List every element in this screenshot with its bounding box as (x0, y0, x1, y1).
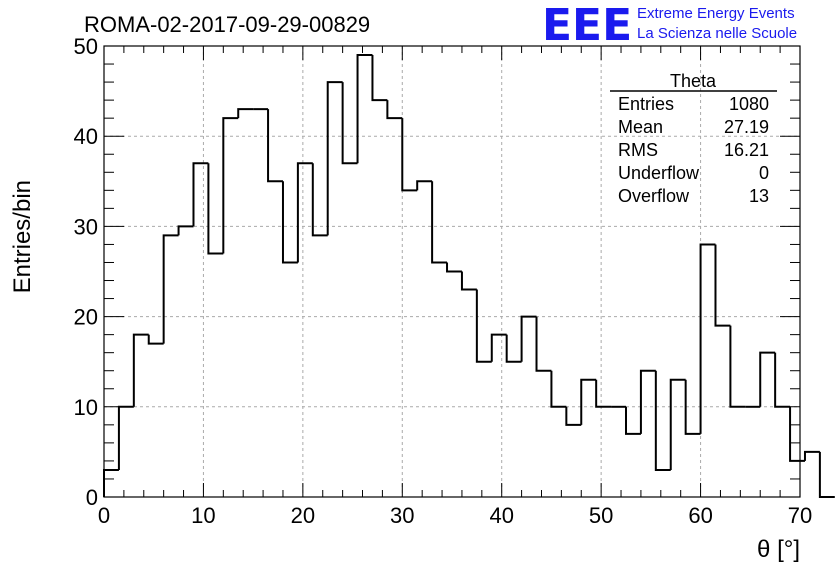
grid-lines (104, 46, 800, 497)
x-tick-label: 60 (688, 503, 712, 528)
stats-box: Theta Entries 1080 Mean 27.19 RMS 16.21 Underf… (610, 71, 777, 206)
stats-label: Mean (618, 117, 663, 137)
histogram-bin (431, 181, 448, 264)
histogram-bin (296, 162, 313, 263)
x-tick-label: 0 (98, 503, 110, 528)
histogram-bin (565, 406, 582, 426)
y-tick-label: 20 (74, 305, 98, 330)
histogram-bin (580, 378, 597, 425)
stats-value: 27.19 (724, 117, 769, 137)
y-axis-label: Entries/bin (9, 180, 36, 293)
histogram-bin (669, 378, 686, 470)
histogram-bin (490, 333, 507, 362)
histogram-bin (803, 450, 820, 461)
histogram-bin (595, 379, 612, 408)
stats-label: Overflow (618, 186, 690, 206)
stats-label: Underflow (618, 163, 700, 183)
histogram-bin (267, 109, 283, 183)
stats-rows: Entries 1080 Mean 27.19 RMS 16.21 Underflow 0 Ov… (618, 94, 769, 206)
histogram-bin (550, 370, 567, 408)
x-axis-label: θ [°] (757, 536, 800, 563)
histogram-bin (311, 163, 328, 237)
stats-value: 0 (759, 163, 769, 183)
x-tick-label: 70 (788, 503, 812, 528)
histogram-bin (177, 225, 194, 236)
histogram-bin (132, 333, 149, 407)
histogram-bin (460, 271, 477, 291)
run-title: ROMA-02-2017-09-29-00829 (84, 12, 370, 37)
histogram-bin (192, 162, 209, 227)
histogram-bin (103, 468, 119, 497)
histogram-bin (117, 405, 134, 470)
plot-frame (103, 45, 801, 498)
histogram-bin (505, 334, 522, 363)
histogram-bin (281, 181, 298, 264)
stats-value: 13 (749, 186, 769, 206)
logo-mark: EEE (542, 0, 632, 51)
histogram-bin (520, 315, 537, 362)
y-tick-label: 50 (74, 34, 98, 59)
eee-logo: EEE Extreme Energy Events La Scienza nel… (542, 0, 797, 51)
histogram-bin (326, 81, 343, 236)
histogram-bin (774, 352, 791, 408)
histogram-bin (759, 351, 776, 407)
x-tick-label: 10 (191, 503, 215, 528)
axis-ticks (103, 45, 801, 498)
histogram-bin (416, 180, 433, 191)
x-tick-labels: 0 10 20 30 40 50 60 70 (98, 503, 812, 528)
histogram-bin (341, 82, 358, 165)
histogram-bin (625, 406, 641, 435)
histogram-bin (147, 334, 164, 345)
y-tick-label: 30 (74, 214, 98, 239)
histogram-bin (684, 379, 701, 435)
y-tick-label: 40 (74, 124, 98, 149)
x-tick-label: 50 (589, 503, 613, 528)
histogram-bin (789, 406, 805, 462)
stats-label: Entries (618, 94, 674, 114)
histogram-bin (699, 243, 716, 434)
histogram-bin (714, 244, 731, 327)
x-tick-label: 30 (390, 503, 414, 528)
logo-line-2: La Scienza nelle Scuole (637, 25, 797, 42)
histogram-bin (818, 451, 835, 498)
x-tick-label: 20 (291, 503, 315, 528)
histogram-bin (639, 369, 656, 434)
histogram-bin (222, 117, 239, 254)
y-tick-labels: 0 10 20 30 40 50 (74, 34, 98, 510)
histogram-bin (535, 316, 552, 372)
logo-line-1: Extreme Energy Events (637, 5, 795, 22)
histogram-bin (475, 289, 492, 363)
histogram-bin (401, 118, 418, 192)
y-tick-label: 10 (74, 395, 98, 420)
stats-value: 1080 (729, 94, 769, 114)
histogram-bin (446, 262, 462, 273)
histogram-bin (356, 54, 373, 164)
stats-label: RMS (618, 140, 658, 160)
stats-box-title: Theta (670, 71, 717, 91)
histogram-series (103, 54, 835, 498)
histogram-bin (386, 100, 403, 120)
histogram-bin (729, 325, 746, 408)
histogram-bin (371, 55, 388, 102)
histogram-bin (162, 234, 179, 344)
stats-value: 16.21 (724, 140, 769, 160)
histogram-bin (207, 163, 224, 255)
x-tick-label: 40 (489, 503, 513, 528)
histogram-bin (654, 370, 671, 471)
y-tick-label: 0 (86, 485, 98, 510)
histogram-bin (237, 108, 254, 119)
